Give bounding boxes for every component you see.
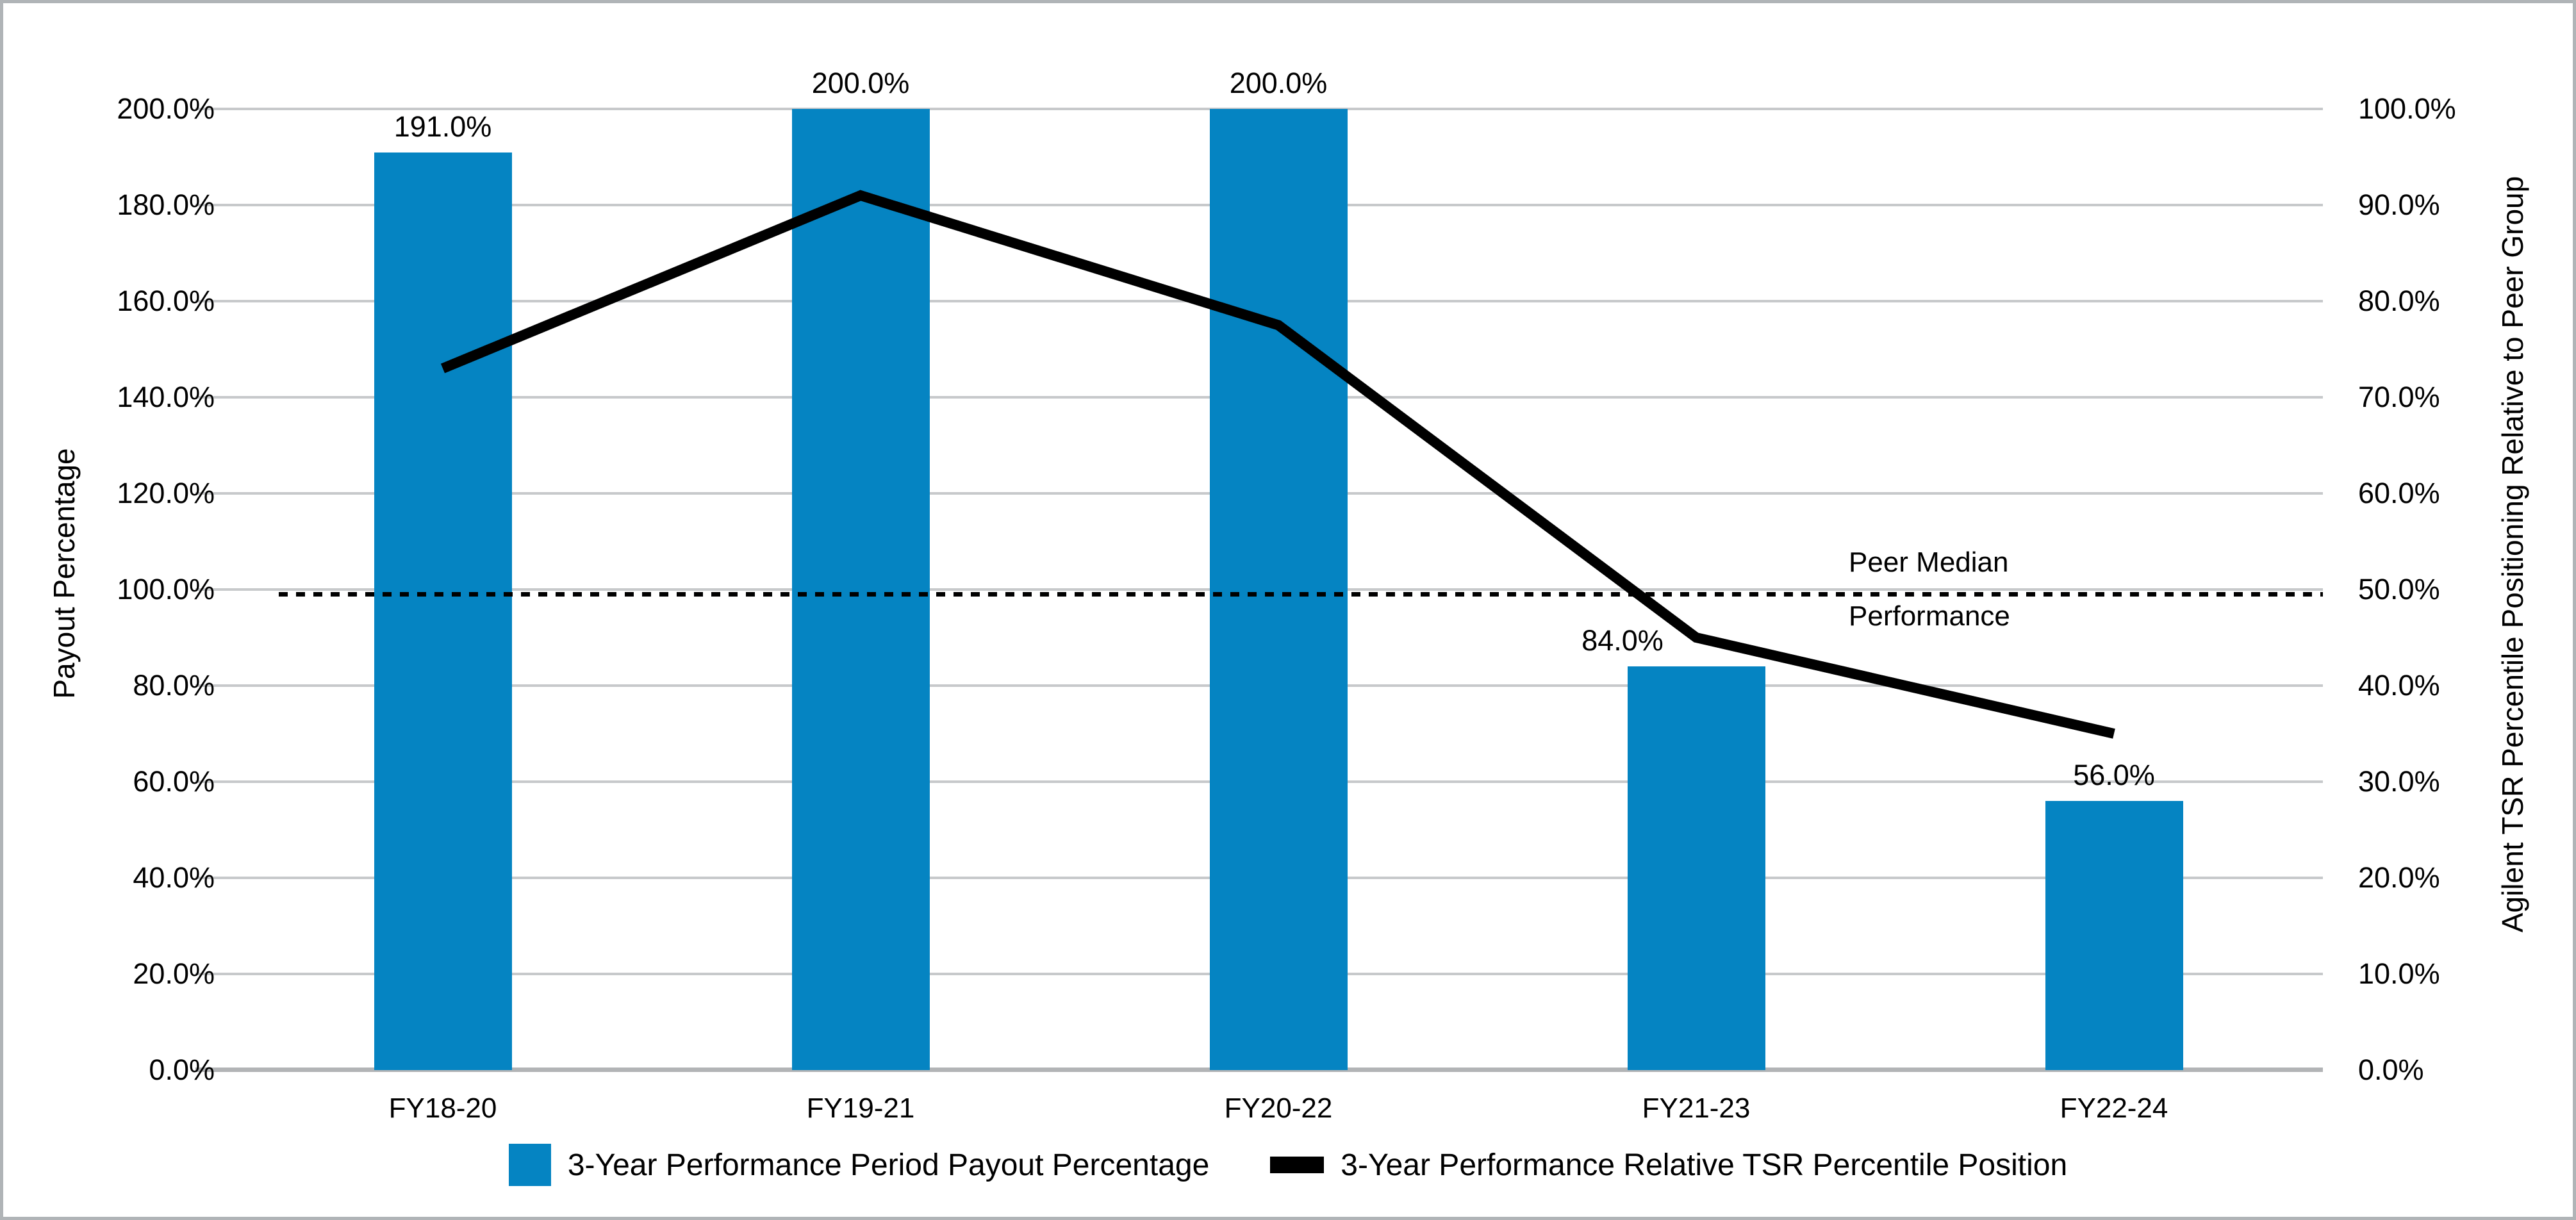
- left-axis-tick: [195, 973, 234, 975]
- left-axis-tick-label: 100.0%: [117, 573, 215, 606]
- right-axis-tick-label: 80.0%: [2358, 284, 2440, 317]
- bar-data-label: 84.0%: [1581, 624, 1664, 657]
- x-axis-category-label: FY18-20: [388, 1092, 497, 1124]
- payout-bar-FY19-21: [791, 109, 930, 1070]
- left-axis-tick: [195, 204, 234, 206]
- left-axis-tick-label: 20.0%: [133, 957, 215, 990]
- tsr-percentile-line: [440, 190, 2115, 739]
- right-axis-tick-label: 30.0%: [2358, 765, 2440, 798]
- payout-bar-FY18-20: [374, 152, 512, 1070]
- legend-item-bar-series: 3-Year Performance Period Payout Percent…: [508, 1144, 1210, 1186]
- payout-bar-FY21-23: [1627, 666, 1765, 1070]
- bar-data-label: 56.0%: [2073, 759, 2155, 791]
- legend-line-series-label: 3-Year Performance Relative TSR Percenti…: [1341, 1148, 2068, 1182]
- legend: 3-Year Performance Period Payout Percent…: [3, 1134, 2573, 1196]
- right-axis-tick-label: 0.0%: [2358, 1053, 2424, 1086]
- left-axis-tick: [195, 396, 234, 399]
- left-axis-tick-label: 180.0%: [117, 188, 215, 221]
- left-axis-tick: [195, 780, 234, 783]
- right-axis-tick-label: 100.0%: [2358, 92, 2456, 125]
- left-axis-tick-label: 120.0%: [117, 477, 215, 509]
- left-axis-tick-label: 160.0%: [117, 284, 215, 317]
- left-axis-tick: [195, 492, 234, 495]
- x-axis-category-label: FY21-23: [1642, 1092, 1751, 1124]
- legend-item-line-series: 3-Year Performance Relative TSR Percenti…: [1270, 1148, 2067, 1183]
- right-axis-tick-label: 10.0%: [2358, 957, 2440, 990]
- left-axis-tick: [195, 300, 234, 302]
- peer-median-dotted-line: [279, 592, 2323, 597]
- peer-median-label-line1: Peer Median: [1849, 547, 2009, 578]
- right-axis-tick-label: 20.0%: [2358, 861, 2440, 894]
- peer-median-label-line2: Performance: [1849, 600, 2010, 632]
- x-axis-category-label: FY22-24: [2060, 1092, 2168, 1124]
- right-axis-tick-label: 70.0%: [2358, 381, 2440, 413]
- left-axis-tick-label: 140.0%: [117, 381, 215, 413]
- bar-series-swatch-icon: [508, 1144, 551, 1186]
- left-axis-tick: [195, 877, 234, 879]
- left-axis-tick: [195, 108, 234, 110]
- right-axis-tick-label: 40.0%: [2358, 669, 2440, 702]
- left-axis-tick-label: 60.0%: [133, 765, 215, 798]
- right-axis-tick-label: 90.0%: [2358, 188, 2440, 221]
- plot-area: 191.0% 200.0% 200.0% 84.0% 56.0%: [195, 67, 2323, 1072]
- left-axis-tick: [195, 684, 234, 687]
- right-axis-tick-label: 60.0%: [2358, 477, 2440, 509]
- bar-data-label: 200.0%: [811, 67, 910, 99]
- left-axis-tick-label: 0.0%: [149, 1053, 215, 1086]
- payout-bar-FY20-22: [1209, 109, 1348, 1070]
- bar-data-label: 200.0%: [1229, 67, 1328, 99]
- tsr-percentile-polyline: [440, 190, 2115, 739]
- payout-bar-FY22-24: [2045, 801, 2183, 1070]
- line-series-swatch-icon: [1270, 1157, 1325, 1173]
- left-axis-tick-label: 200.0%: [117, 92, 215, 125]
- left-axis-tick: [195, 588, 234, 591]
- right-axis-tick-label: 50.0%: [2358, 573, 2440, 606]
- left-axis-tick-label: 40.0%: [133, 861, 215, 894]
- bar-data-label: 191.0%: [393, 110, 492, 143]
- legend-bar-series-label: 3-Year Performance Period Payout Percent…: [567, 1148, 1210, 1182]
- x-axis-category-label: FY20-22: [1224, 1092, 1333, 1124]
- x-axis-category-label: FY19-21: [806, 1092, 915, 1124]
- left-axis-tick-label: 80.0%: [133, 669, 215, 702]
